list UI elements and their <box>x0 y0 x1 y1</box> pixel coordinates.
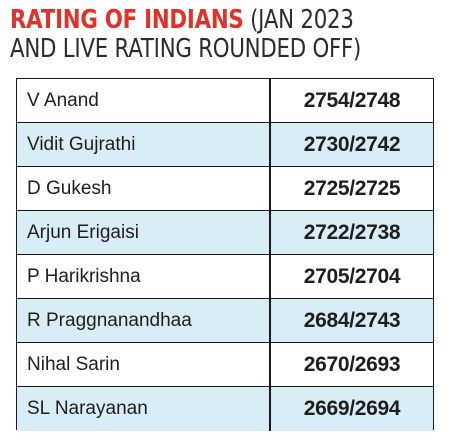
column-divider <box>269 123 271 167</box>
table-row: Arjun Erigaisi 2722/2738 <box>17 211 433 255</box>
rating-cell: 2754/2748 <box>303 89 401 112</box>
rating-table: V Anand 2754/2748 Vidit Gujrathi 2730/2742 D… <box>16 78 434 431</box>
player-name-cell: D Gukesh <box>27 178 112 199</box>
rating-cell: 2669/2694 <box>303 397 401 420</box>
title-highlight: RATING OF INDIANS <box>10 5 244 35</box>
rating-cell: 2705/2704 <box>303 265 401 288</box>
rating-cell: 2730/2742 <box>303 133 401 156</box>
table-row: SL Narayanan 2669/2694 <box>17 387 433 431</box>
table-row: R Praggnanandhaa 2684/2743 <box>17 299 433 343</box>
column-divider <box>269 211 271 255</box>
table-row: Vidit Gujrathi 2730/2742 <box>17 123 433 167</box>
column-divider <box>269 79 271 123</box>
player-name-cell: V Anand <box>27 90 99 111</box>
title-line-2: AND LIVE RATING ROUNDED OFF) <box>10 34 362 64</box>
player-name-cell: R Praggnanandhaa <box>27 310 192 331</box>
column-divider <box>269 387 271 431</box>
column-divider <box>269 343 271 387</box>
player-name-cell: Arjun Erigaisi <box>27 222 139 243</box>
rating-cell: 2725/2725 <box>303 177 401 200</box>
player-name-cell: Vidit Gujrathi <box>27 134 136 155</box>
title-line-1-rest: (JAN 2023 <box>243 5 354 35</box>
table-row: D Gukesh 2725/2725 <box>17 167 433 211</box>
rating-cell: 2670/2693 <box>303 353 401 376</box>
column-divider <box>269 167 271 211</box>
rating-cell: 2684/2743 <box>303 309 401 332</box>
player-name-cell: P Harikrishna <box>27 266 141 287</box>
rating-cell: 2722/2738 <box>303 221 401 244</box>
table-row: P Harikrishna 2705/2704 <box>17 255 433 299</box>
title-line-1: RATING OF INDIANS (JAN 2023 <box>10 6 364 35</box>
chart-title: RATING OF INDIANS (JAN 2023 AND LIVE RAT… <box>10 6 364 64</box>
player-name-cell: Nihal Sarin <box>27 354 120 375</box>
table-row: V Anand 2754/2748 <box>17 79 433 123</box>
column-divider <box>269 255 271 299</box>
column-divider <box>269 299 271 343</box>
table-row: Nihal Sarin 2670/2693 <box>17 343 433 387</box>
player-name-cell: SL Narayanan <box>27 398 148 419</box>
